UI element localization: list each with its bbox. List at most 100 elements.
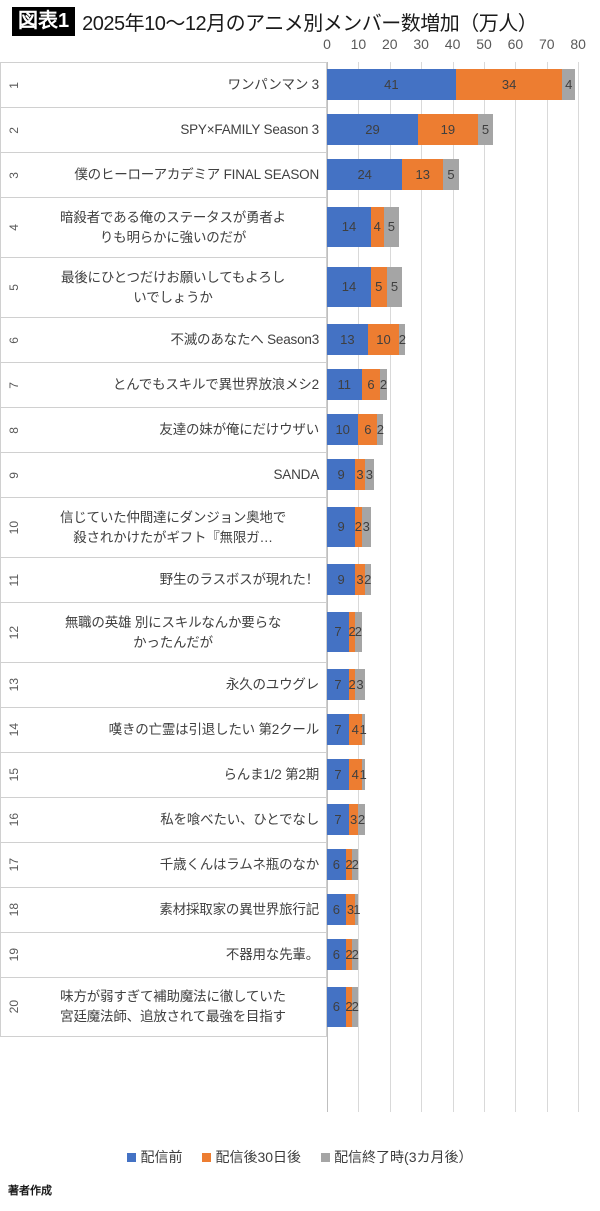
bar-value-label: 9 <box>337 519 345 535</box>
row-rank-number: 19 <box>7 948 21 962</box>
bar-segment-配信後30日後: 4 <box>348 759 362 790</box>
anime-title-line: とんでもスキルで異世界放浪メシ2 <box>112 377 319 393</box>
legend-item[interactable]: 配信前 <box>127 1147 182 1167</box>
chart-row: 12 無職の英雄 別にスキルなんか要らな かったんだが 7 2 2 <box>0 602 600 662</box>
row-rank-number: 5 <box>7 284 21 291</box>
anime-title-line: 殺されかけたがギフト『無限ガ… <box>73 529 273 545</box>
bar-segment-配信後30日後: 6 <box>361 369 381 400</box>
anime-title-label: 野生のラスボスが現れた！ <box>27 570 326 590</box>
bar-value-label: 13 <box>415 166 430 182</box>
stacked-bar: 14 4 5 <box>327 206 400 248</box>
bar-segment-配信終了時(3カ月後）: 1 <box>353 894 360 925</box>
bar-value-label: 3 <box>356 571 364 587</box>
bar-value-label: 14 <box>341 219 357 235</box>
bar-value-label: 9 <box>337 571 345 587</box>
legend-item[interactable]: 配信終了時(3カ月後） <box>321 1147 473 1167</box>
anime-title-label: 永久のユウグレ <box>27 675 326 695</box>
anime-title-line: 私を喰べたい、ひとでなし <box>160 812 319 828</box>
bar-segment-配信後30日後: 2 <box>348 611 356 653</box>
row-bar-cell: 14 4 5 <box>327 197 600 257</box>
bar-segment-配信前: 6 <box>327 986 346 1028</box>
bar-value-label: 2 <box>351 856 359 872</box>
anime-title-line: 友達の妹が俺にだけウザい <box>159 422 319 438</box>
row-bar-cell: 41 34 4 <box>327 62 600 107</box>
bar-segment-配信終了時(3カ月後）: 5 <box>386 266 403 308</box>
bar-segment-配信後30日後: 19 <box>418 114 478 145</box>
figure-number-badge: 図表1 <box>12 7 76 36</box>
gridline-70 <box>546 62 548 1112</box>
row-label-cell: 16 私を喰べたい、ひとでなし <box>0 797 327 842</box>
anime-title-label: とんでもスキルで異世界放浪メシ2 <box>27 375 326 395</box>
bar-value-label: 1 <box>359 766 367 782</box>
bar-segment-配信後30日後: 5 <box>370 266 387 308</box>
stacked-bar: 41 34 4 <box>327 69 576 100</box>
anime-title-line: 素材採取家の異世界旅行記 <box>159 902 319 918</box>
row-rank-number: 20 <box>7 1000 21 1014</box>
bar-segment-配信前: 9 <box>327 564 356 595</box>
chart-row: 17 千歳くんはラムネ瓶のなか 6 2 2 <box>0 842 600 887</box>
chart-row: 14 嘆きの亡霊は引退したい 第2クール 7 4 1 <box>0 707 600 752</box>
anime-title-label: 最後にひとつだけお願いしてもよろし いでしょうか <box>27 268 326 307</box>
legend-label: 配信終了時(3カ月後） <box>334 1149 473 1165</box>
row-label-cell: 2 SPY×FAMILY Season 3 <box>0 107 327 152</box>
row-label-cell: 5 最後にひとつだけお願いしてもよろし いでしょうか <box>0 257 327 317</box>
gridline-80 <box>578 62 580 1112</box>
bar-segment-配信終了時(3カ月後）: 5 <box>443 159 459 190</box>
gray-square-icon <box>321 1152 331 1162</box>
bar-value-label: 2 <box>398 331 406 347</box>
bar-segment-配信前: 6 <box>327 939 346 970</box>
row-label-cell: 4 暗殺者である俺のステータスが勇者よ りも明らかに強いのだが <box>0 197 327 257</box>
x-axis-tick-30: 30 <box>413 36 429 52</box>
anime-title-label: 千歳くんはラムネ瓶のなか <box>27 855 326 875</box>
bar-value-label: 5 <box>387 219 395 235</box>
bar-value-label: 2 <box>379 376 388 392</box>
chart-container: 0 10 20 30 40 50 60 70 80 1 ワンパンマン 3 41 34 4 2 SPY×FAM… <box>0 36 600 1141</box>
row-label-cell: 9 SANDA <box>0 452 327 497</box>
bar-value-label: 2 <box>351 999 359 1015</box>
bar-segment-配信前: 14 <box>327 266 371 308</box>
row-label-cell: 12 無職の英雄 別にスキルなんか要らな かったんだが <box>0 602 327 662</box>
chart-row: 8 友達の妹が俺にだけウザい 10 6 2 <box>0 407 600 452</box>
anime-title-label: 不滅のあなたへ Season3 <box>27 330 326 350</box>
legend-item[interactable]: 配信後30日後 <box>202 1147 301 1167</box>
bar-segment-配信後30日後: 2 <box>345 939 353 970</box>
bar-segment-配信終了時(3カ月後）: 4 <box>562 69 576 100</box>
bar-segment-配信後30日後: 6 <box>358 414 378 445</box>
bar-segment-配信前: 41 <box>327 69 456 100</box>
source-note: 著者作成 <box>8 1185 52 1197</box>
row-label-cell: 3 僕のヒーローアカデミア FINAL SEASON <box>0 152 327 197</box>
anime-title-line: いでしょうか <box>133 289 213 305</box>
row-label-cell: 20 味方が弱すぎて補助魔法に徹していた 宮廷魔法師、追放されて最強を目指す <box>0 977 327 1037</box>
bar-value-label: 5 <box>390 279 399 295</box>
bar-segment-配信後30日後: 2 <box>348 669 356 700</box>
chart-row: 5 最後にひとつだけお願いしてもよろし いでしょうか 14 5 5 <box>0 257 600 317</box>
x-axis-tick-0: 0 <box>323 36 331 52</box>
row-rank-number: 13 <box>7 678 21 692</box>
bar-value-label: 34 <box>501 76 517 92</box>
bar-value-label: 2 <box>348 676 356 692</box>
bar-segment-配信後30日後: 3 <box>348 804 359 835</box>
bar-segment-配信後30日後: 2 <box>345 849 353 880</box>
bar-value-label: 5 <box>481 121 490 137</box>
bar-value-label: 6 <box>332 856 341 872</box>
anime-title-line: 不器用な先輩。 <box>225 947 319 963</box>
chart-row: 20 味方が弱すぎて補助魔法に徹していた 宮廷魔法師、追放されて最強を目指す 6 2 2 <box>0 977 600 1037</box>
anime-title-label: 素材採取家の異世界旅行記 <box>27 900 326 920</box>
bar-value-label: 14 <box>341 279 357 295</box>
bar-value-label: 13 <box>340 331 355 347</box>
bar-value-label: 4 <box>351 766 359 782</box>
row-rank-number: 9 <box>7 471 21 479</box>
bar-value-label: 19 <box>440 121 456 137</box>
row-rank-number: 1 <box>7 81 21 89</box>
anime-title-label: 友達の妹が俺にだけウザい <box>27 420 326 440</box>
bar-segment-配信終了時(3カ月後）: 3 <box>364 459 375 490</box>
anime-title-line: SPY×FAMILY Season 3 <box>180 122 319 138</box>
row-label-cell: 14 嘆きの亡霊は引退したい 第2クール <box>0 707 327 752</box>
anime-title-label: 嘆きの亡霊は引退したい 第2クール <box>27 720 326 740</box>
bar-value-label: 2 <box>357 811 366 827</box>
anime-title-line: 味方が弱すぎて補助魔法に徹していた <box>60 989 286 1005</box>
